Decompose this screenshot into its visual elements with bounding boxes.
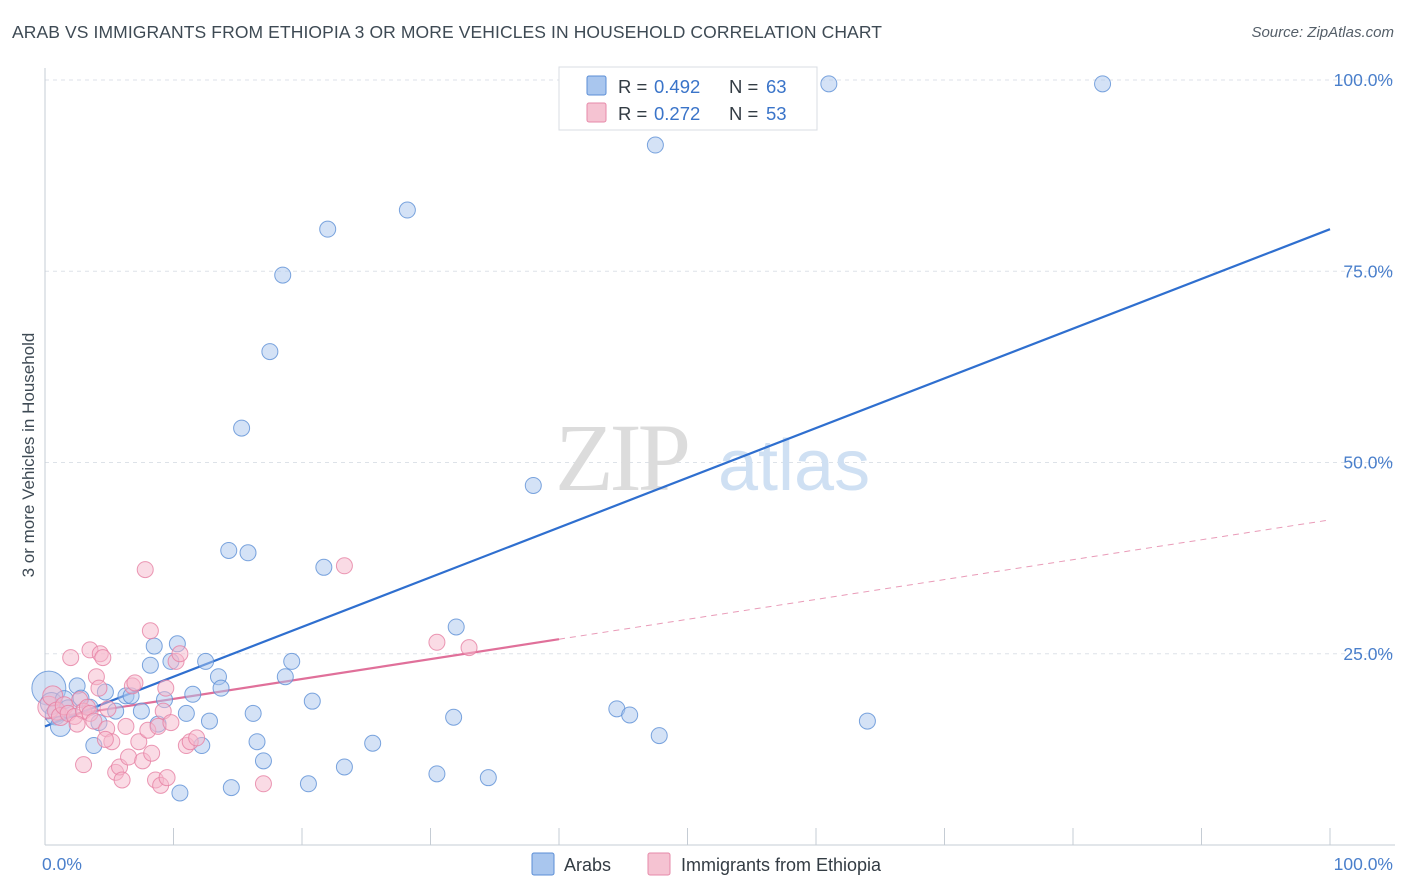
ethiopia-point-6 <box>62 649 80 667</box>
legend-r-label-ethiopia: R = <box>618 103 647 124</box>
ethiopia-point-52 <box>96 730 114 748</box>
arab-point-44 <box>319 220 337 238</box>
ethiopia-point-32 <box>141 622 159 640</box>
bottom-legend: Arabs Immigrants from Ethiopia <box>531 852 882 876</box>
arab-point-47 <box>398 201 416 219</box>
arab-point-30 <box>222 779 240 797</box>
ethiopia-point-33 <box>143 744 161 762</box>
arab-point-38 <box>274 266 292 284</box>
ethiopia-point-46 <box>254 775 272 793</box>
arab-point-52 <box>524 476 542 494</box>
ethiopia-point-27 <box>126 674 144 692</box>
arab-point-27 <box>200 712 218 730</box>
arab-point-26 <box>197 652 215 670</box>
arab-point-36 <box>254 752 272 770</box>
legend-r-label-arabs: R = <box>618 76 647 97</box>
legend-r-value-arabs: 0.492 <box>654 76 700 97</box>
arab-point-56 <box>650 727 668 745</box>
arab-point-23 <box>177 704 195 722</box>
y-tick-label-1: 50.0% <box>1343 453 1393 473</box>
arab-point-32 <box>233 419 251 437</box>
ethiopia-point-45 <box>188 729 206 747</box>
legend-r-value-ethiopia: 0.272 <box>654 103 700 124</box>
ethiopia-point-23 <box>113 771 131 789</box>
arab-point-46 <box>364 734 382 752</box>
y-axis-label: 3 or more Vehicles in Household <box>19 333 38 578</box>
ethiopia-point-15 <box>90 679 108 697</box>
arab-point-48 <box>428 765 446 783</box>
y-tick-label-3: 100.0% <box>1334 70 1393 90</box>
tick-labels: 25.0% 50.0% 75.0% 100.0% 0.0% 100.0% <box>42 70 1393 874</box>
arab-point-34 <box>244 704 262 722</box>
ethiopia-point-42 <box>171 645 189 663</box>
arab-trend-line <box>44 228 1331 728</box>
arab-point-33 <box>239 544 257 562</box>
ethiopia-trend-line-projection <box>558 519 1331 640</box>
ethiopia-point-49 <box>460 639 478 657</box>
arab-point-43 <box>315 558 333 576</box>
arab-point-51 <box>479 769 497 787</box>
arab-point-59 <box>1094 75 1112 93</box>
ethiopia-point-47 <box>335 557 353 575</box>
ethiopia-point-38 <box>157 679 175 697</box>
arab-point-57 <box>820 75 838 93</box>
legend-n-label-arabs: N = <box>729 76 758 97</box>
bottom-legend-label-ethiopia: Immigrants from Ethiopia <box>681 855 882 875</box>
legend-swatch-arabs <box>586 75 607 96</box>
arab-point-35 <box>248 733 266 751</box>
arab-point-41 <box>299 775 317 793</box>
legend-n-label-ethiopia: N = <box>729 103 758 124</box>
watermark-zip: ZIP <box>555 404 688 511</box>
arab-point-40 <box>283 652 301 670</box>
arab-point-58 <box>858 712 876 730</box>
arab-point-50 <box>447 618 465 636</box>
ethiopia-point-25 <box>120 748 138 766</box>
y-tick-label-2: 75.0% <box>1343 261 1393 281</box>
arab-point-55 <box>646 136 664 154</box>
source-label[interactable]: Source: ZipAtlas.com <box>1251 24 1394 41</box>
legend-n-value-ethiopia: 53 <box>766 103 787 124</box>
x-tick-label-1: 100.0% <box>1334 854 1393 874</box>
ethiopia-point-24 <box>117 717 135 735</box>
x-tick-label-0: 0.0% <box>42 854 82 874</box>
legend-swatch-ethiopia <box>586 102 607 123</box>
arab-point-15 <box>132 702 150 720</box>
arab-point-16 <box>141 656 159 674</box>
ethiopia-point-17 <box>94 649 112 667</box>
arab-point-45 <box>335 758 353 776</box>
watermark-atlas: atlas <box>718 426 870 506</box>
ethiopia-point-39 <box>158 769 176 787</box>
ethiopia-point-19 <box>99 700 117 718</box>
arab-point-49 <box>445 708 463 726</box>
ethiopia-point-40 <box>162 714 180 732</box>
ethiopia-point-50 <box>75 756 93 774</box>
grid-lines <box>45 79 1395 655</box>
data-points <box>31 75 1112 802</box>
arab-point-42 <box>303 692 321 710</box>
bottom-legend-swatch-ethiopia <box>647 852 671 876</box>
ethiopia-point-51 <box>68 715 86 733</box>
arab-point-54 <box>621 706 639 724</box>
arab-point-24 <box>184 685 202 703</box>
top-legend: R = 0.492 N = 63 R = 0.272 N = 53 <box>558 66 818 131</box>
ethiopia-point-48 <box>428 633 446 651</box>
ethiopia-point-28 <box>130 733 148 751</box>
arab-point-31 <box>220 541 238 559</box>
arab-point-17 <box>145 637 163 655</box>
ethiopia-point-30 <box>136 561 154 579</box>
bottom-legend-swatch-arabs <box>531 852 555 876</box>
arab-point-37 <box>261 343 279 361</box>
arab-point-39 <box>276 668 294 686</box>
arab-point-22 <box>171 784 189 802</box>
bottom-legend-label-arabs: Arabs <box>564 855 611 875</box>
trend-lines <box>44 228 1331 728</box>
watermark: ZIP atlas <box>555 404 870 511</box>
ethiopia-point-12 <box>85 712 103 730</box>
arab-point-29 <box>212 679 230 697</box>
y-tick-label-0: 25.0% <box>1343 644 1393 664</box>
legend-n-value-arabs: 63 <box>766 76 787 97</box>
chart-title: ARAB VS IMMIGRANTS FROM ETHIOPIA 3 OR MO… <box>12 22 883 42</box>
